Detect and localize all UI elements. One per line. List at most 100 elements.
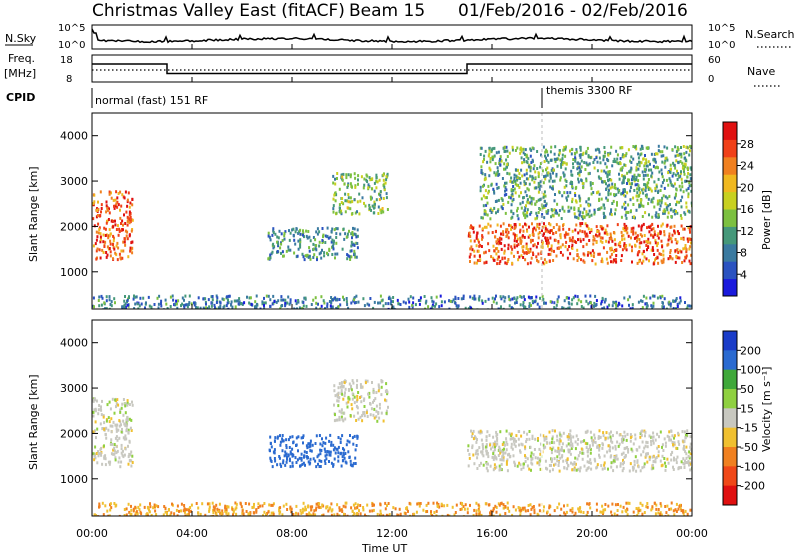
data-cell bbox=[582, 259, 585, 263]
data-cell bbox=[372, 387, 375, 391]
data-cell bbox=[632, 230, 635, 234]
data-cell bbox=[336, 227, 339, 231]
data-cell bbox=[645, 296, 648, 300]
data-cell bbox=[653, 152, 656, 156]
power-colorbar-tick-label: 28 bbox=[740, 138, 754, 151]
data-cell bbox=[124, 229, 127, 233]
data-cell bbox=[204, 297, 207, 301]
data-cell bbox=[546, 228, 549, 232]
data-cell bbox=[342, 447, 344, 451]
data-cell bbox=[126, 223, 129, 227]
nsearch-label: N.Search bbox=[745, 28, 795, 41]
data-cell bbox=[116, 205, 119, 209]
data-cell bbox=[645, 306, 648, 309]
data-cell bbox=[537, 190, 540, 194]
data-cell bbox=[575, 223, 578, 227]
data-cell bbox=[443, 300, 446, 304]
data-cell bbox=[646, 173, 649, 177]
data-cell bbox=[536, 150, 539, 153]
data-cell bbox=[478, 464, 481, 467]
data-cell bbox=[128, 439, 131, 443]
data-cell bbox=[529, 513, 532, 516]
data-cell bbox=[464, 503, 467, 507]
data-cell bbox=[126, 303, 129, 307]
data-cell bbox=[290, 452, 293, 456]
data-cell bbox=[318, 459, 321, 463]
data-cell bbox=[511, 194, 514, 198]
data-cell bbox=[577, 180, 580, 184]
data-cell bbox=[630, 227, 633, 231]
data-cell bbox=[634, 231, 637, 235]
data-cell bbox=[620, 438, 623, 441]
data-cell bbox=[672, 468, 675, 471]
data-cell bbox=[660, 201, 663, 205]
data-cell bbox=[530, 507, 533, 511]
data-cell bbox=[417, 501, 420, 505]
data-cell bbox=[659, 502, 662, 506]
data-cell bbox=[240, 505, 243, 509]
data-cell bbox=[512, 198, 515, 201]
data-cell bbox=[384, 302, 387, 306]
data-cell bbox=[670, 215, 673, 218]
data-cell bbox=[353, 395, 356, 399]
data-cell bbox=[94, 514, 97, 516]
data-cell bbox=[110, 438, 113, 442]
data-cell bbox=[550, 441, 553, 444]
data-cell bbox=[586, 510, 589, 514]
data-cell bbox=[622, 193, 625, 197]
data-cell bbox=[344, 501, 347, 505]
data-cell bbox=[291, 447, 294, 451]
data-cell bbox=[98, 505, 100, 509]
data-cell bbox=[372, 306, 375, 309]
data-cell bbox=[478, 446, 481, 450]
data-cell bbox=[673, 196, 676, 200]
data-cell bbox=[642, 294, 645, 298]
data-cell bbox=[518, 430, 521, 433]
data-cell bbox=[664, 505, 667, 508]
data-cell bbox=[103, 245, 106, 248]
data-cell bbox=[682, 145, 685, 148]
data-cell bbox=[101, 248, 104, 252]
data-cell bbox=[274, 459, 277, 463]
data-cell bbox=[120, 447, 123, 451]
data-cell bbox=[505, 460, 508, 464]
data-cell bbox=[585, 200, 588, 204]
data-cell bbox=[556, 211, 559, 215]
data-cell bbox=[446, 503, 449, 507]
data-cell bbox=[98, 248, 101, 252]
data-cell bbox=[516, 296, 519, 300]
data-cell bbox=[559, 176, 562, 180]
data-cell bbox=[519, 181, 522, 185]
data-cell bbox=[485, 196, 488, 200]
data-cell bbox=[523, 305, 526, 309]
data-cell bbox=[660, 464, 663, 468]
data-cell bbox=[448, 299, 451, 303]
data-cell bbox=[689, 468, 692, 472]
data-cell bbox=[515, 439, 517, 443]
data-cell bbox=[312, 512, 315, 516]
data-cell bbox=[122, 413, 125, 417]
data-cell bbox=[499, 163, 502, 167]
data-cell bbox=[362, 508, 365, 512]
data-cell bbox=[648, 455, 651, 459]
data-cell bbox=[674, 173, 677, 177]
data-cell bbox=[326, 305, 329, 309]
data-cell bbox=[577, 454, 580, 458]
data-cell bbox=[644, 434, 646, 438]
data-cell bbox=[357, 178, 359, 182]
data-cell bbox=[572, 158, 575, 161]
data-cell bbox=[531, 437, 534, 440]
data-cell bbox=[93, 513, 96, 516]
data-cell bbox=[492, 187, 495, 191]
data-cell bbox=[612, 300, 615, 304]
data-cell bbox=[558, 149, 561, 152]
data-cell bbox=[648, 230, 651, 234]
data-cell bbox=[479, 153, 482, 156]
data-cell bbox=[522, 303, 525, 307]
data-cell bbox=[636, 261, 639, 265]
data-cell bbox=[181, 302, 184, 306]
data-cell bbox=[97, 222, 100, 226]
data-cell bbox=[484, 502, 487, 506]
data-cell bbox=[350, 388, 353, 392]
data-cell bbox=[116, 224, 119, 228]
